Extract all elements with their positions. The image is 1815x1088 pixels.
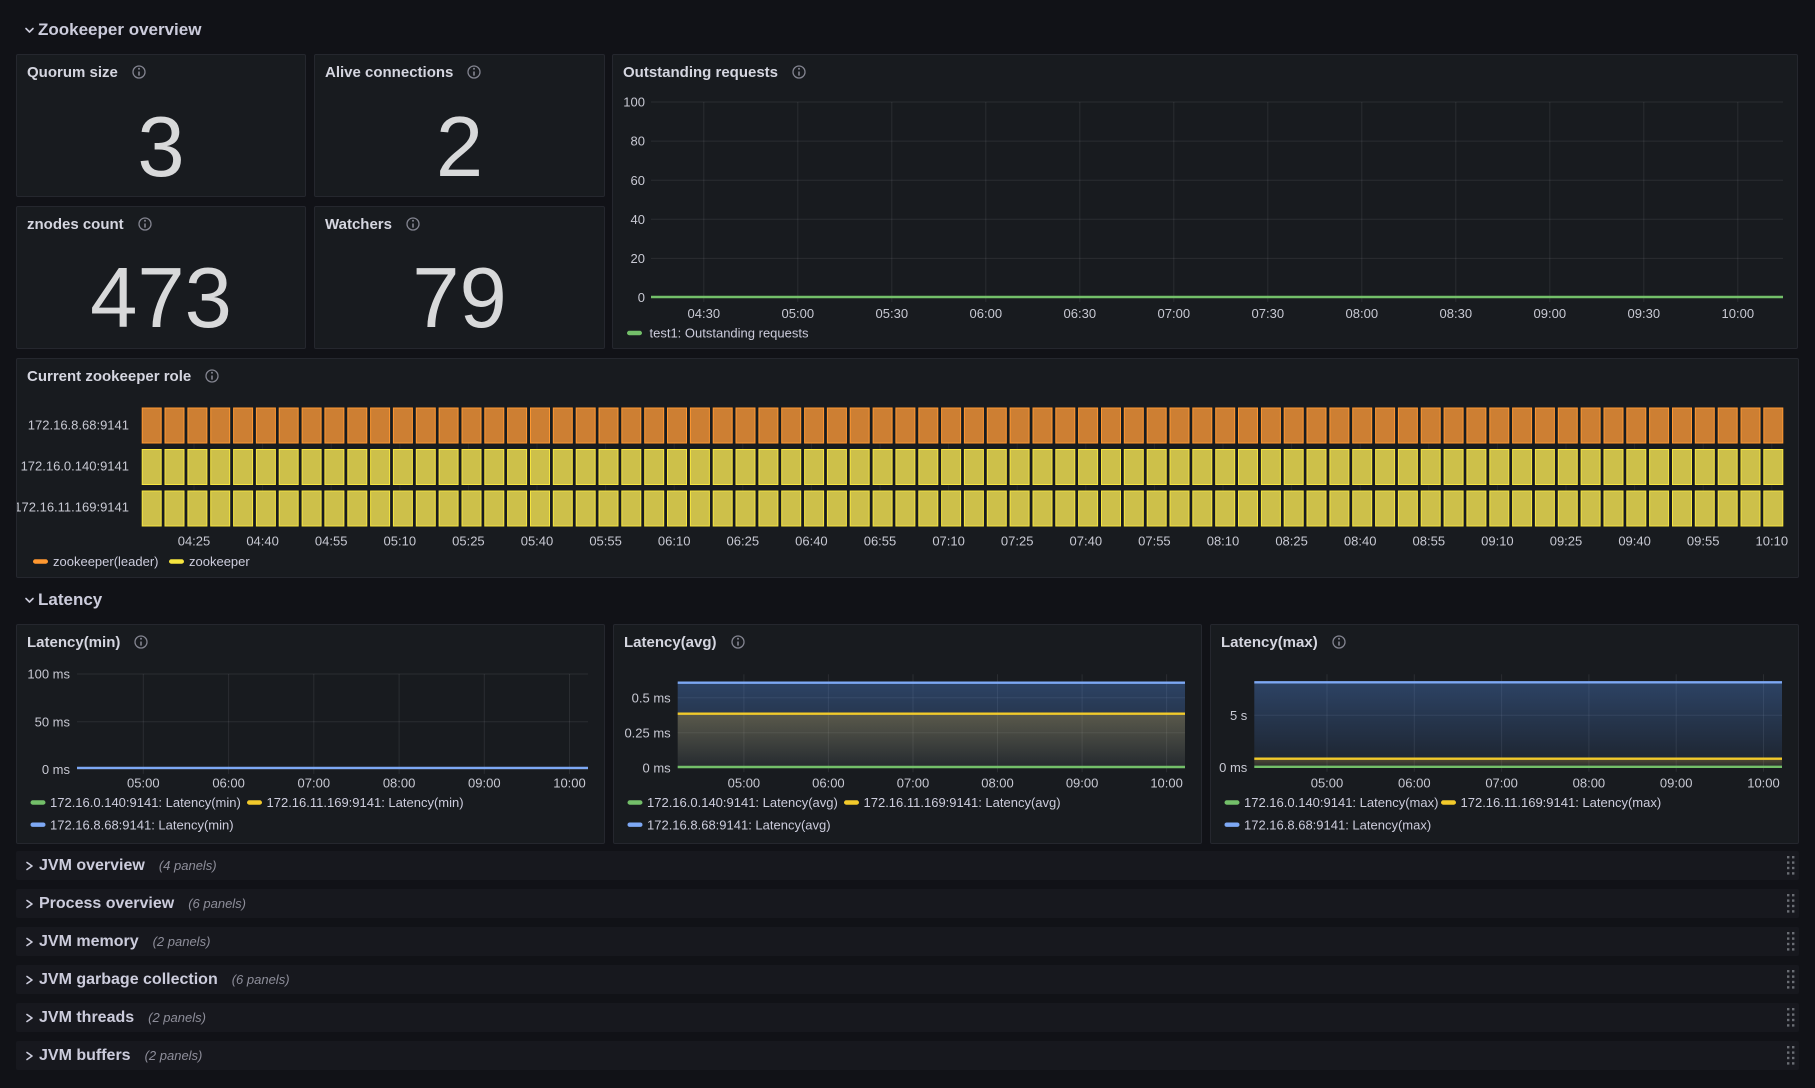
svg-text:05:30: 05:30 bbox=[876, 306, 909, 321]
svg-text:172.16.8.68:9141: 172.16.8.68:9141 bbox=[28, 418, 129, 433]
svg-text:06:00: 06:00 bbox=[1398, 776, 1431, 791]
svg-text:04:30: 04:30 bbox=[688, 306, 721, 321]
svg-text:172.16.8.68:9141: Latency(min): 172.16.8.68:9141: Latency(min) bbox=[50, 817, 234, 832]
svg-text:04:40: 04:40 bbox=[246, 534, 279, 549]
svg-text:06:00: 06:00 bbox=[212, 776, 245, 791]
svg-text:172.16.0.140:9141: Latency(min: 172.16.0.140:9141: Latency(min) bbox=[50, 795, 241, 810]
svg-text:172.16.0.140:9141: 172.16.0.140:9141 bbox=[21, 459, 129, 474]
svg-text:08:00: 08:00 bbox=[1573, 776, 1606, 791]
svg-text:07:10: 07:10 bbox=[932, 534, 965, 549]
svg-text:06:55: 06:55 bbox=[864, 534, 897, 549]
svg-text:172.16.8.68:9141: Latency(avg): 172.16.8.68:9141: Latency(avg) bbox=[647, 817, 831, 832]
svg-text:08:00: 08:00 bbox=[383, 776, 416, 791]
svg-text:0.25 ms: 0.25 ms bbox=[624, 725, 671, 740]
svg-text:0: 0 bbox=[638, 290, 645, 305]
svg-text:06:10: 06:10 bbox=[658, 534, 691, 549]
svg-text:05:40: 05:40 bbox=[521, 534, 554, 549]
svg-text:10:00: 10:00 bbox=[1722, 306, 1755, 321]
svg-text:05:00: 05:00 bbox=[127, 776, 160, 791]
svg-text:10:00: 10:00 bbox=[1150, 776, 1183, 791]
svg-text:09:00: 09:00 bbox=[468, 776, 501, 791]
svg-text:04:55: 04:55 bbox=[315, 534, 348, 549]
svg-text:172.16.11.169:9141: 172.16.11.169:9141 bbox=[17, 500, 129, 515]
svg-text:0 ms: 0 ms bbox=[643, 760, 672, 775]
svg-text:10:10: 10:10 bbox=[1756, 534, 1789, 549]
svg-text:172.16.11.169:9141: Latency(mi: 172.16.11.169:9141: Latency(min) bbox=[267, 795, 464, 810]
svg-text:05:00: 05:00 bbox=[728, 776, 761, 791]
svg-text:20: 20 bbox=[631, 251, 645, 266]
svg-text:08:10: 08:10 bbox=[1207, 534, 1240, 549]
svg-text:09:55: 09:55 bbox=[1687, 534, 1720, 549]
svg-text:172.16.11.169:9141: Latency(ma: 172.16.11.169:9141: Latency(max) bbox=[1461, 795, 1662, 810]
svg-text:40: 40 bbox=[631, 212, 645, 227]
svg-text:0 ms: 0 ms bbox=[42, 762, 71, 777]
svg-text:10:00: 10:00 bbox=[1747, 776, 1780, 791]
svg-text:zookeeper(leader): zookeeper(leader) bbox=[53, 554, 159, 569]
svg-text:08:55: 08:55 bbox=[1413, 534, 1446, 549]
svg-text:07:55: 07:55 bbox=[1138, 534, 1171, 549]
svg-text:06:25: 06:25 bbox=[727, 534, 760, 549]
svg-text:07:30: 07:30 bbox=[1252, 306, 1285, 321]
svg-text:172.16.0.140:9141: Latency(max: 172.16.0.140:9141: Latency(max) bbox=[1244, 795, 1438, 810]
svg-text:09:10: 09:10 bbox=[1481, 534, 1514, 549]
svg-text:08:00: 08:00 bbox=[1346, 306, 1379, 321]
svg-text:08:25: 08:25 bbox=[1275, 534, 1308, 549]
svg-text:172.16.0.140:9141: Latency(avg: 172.16.0.140:9141: Latency(avg) bbox=[647, 795, 838, 810]
svg-text:10:00: 10:00 bbox=[553, 776, 586, 791]
svg-text:07:25: 07:25 bbox=[1001, 534, 1034, 549]
svg-text:05:00: 05:00 bbox=[1311, 776, 1344, 791]
svg-text:05:10: 05:10 bbox=[384, 534, 417, 549]
svg-text:172.16.8.68:9141: Latency(max): 172.16.8.68:9141: Latency(max) bbox=[1244, 817, 1431, 832]
svg-text:0.5 ms: 0.5 ms bbox=[632, 690, 672, 705]
svg-text:09:00: 09:00 bbox=[1660, 776, 1693, 791]
svg-text:06:00: 06:00 bbox=[970, 306, 1003, 321]
svg-text:08:30: 08:30 bbox=[1440, 306, 1473, 321]
svg-text:50 ms: 50 ms bbox=[35, 714, 71, 729]
svg-text:08:00: 08:00 bbox=[981, 776, 1014, 791]
svg-text:09:40: 09:40 bbox=[1618, 534, 1651, 549]
svg-text:09:00: 09:00 bbox=[1534, 306, 1567, 321]
svg-text:100 ms: 100 ms bbox=[27, 667, 70, 682]
svg-text:test1: Outstanding requests: test1: Outstanding requests bbox=[650, 326, 809, 341]
svg-text:5 s: 5 s bbox=[1230, 708, 1248, 723]
svg-text:80: 80 bbox=[631, 134, 645, 149]
svg-text:07:00: 07:00 bbox=[298, 776, 331, 791]
svg-text:09:00: 09:00 bbox=[1066, 776, 1099, 791]
svg-text:100: 100 bbox=[623, 95, 645, 110]
svg-text:08:40: 08:40 bbox=[1344, 534, 1377, 549]
svg-text:05:25: 05:25 bbox=[452, 534, 485, 549]
svg-text:06:30: 06:30 bbox=[1064, 306, 1097, 321]
svg-text:zookeeper: zookeeper bbox=[189, 554, 250, 569]
svg-text:07:00: 07:00 bbox=[1485, 776, 1518, 791]
svg-text:05:00: 05:00 bbox=[782, 306, 815, 321]
svg-text:07:00: 07:00 bbox=[1158, 306, 1191, 321]
svg-text:60: 60 bbox=[631, 173, 645, 188]
svg-text:05:55: 05:55 bbox=[589, 534, 622, 549]
svg-text:07:40: 07:40 bbox=[1070, 534, 1103, 549]
svg-text:09:30: 09:30 bbox=[1628, 306, 1661, 321]
svg-text:172.16.11.169:9141: Latency(av: 172.16.11.169:9141: Latency(avg) bbox=[864, 795, 1061, 810]
svg-text:09:25: 09:25 bbox=[1550, 534, 1583, 549]
svg-text:04:25: 04:25 bbox=[178, 534, 211, 549]
svg-text:07:00: 07:00 bbox=[897, 776, 930, 791]
svg-text:0 ms: 0 ms bbox=[1219, 760, 1248, 775]
svg-text:06:40: 06:40 bbox=[795, 534, 828, 549]
svg-text:06:00: 06:00 bbox=[812, 776, 845, 791]
